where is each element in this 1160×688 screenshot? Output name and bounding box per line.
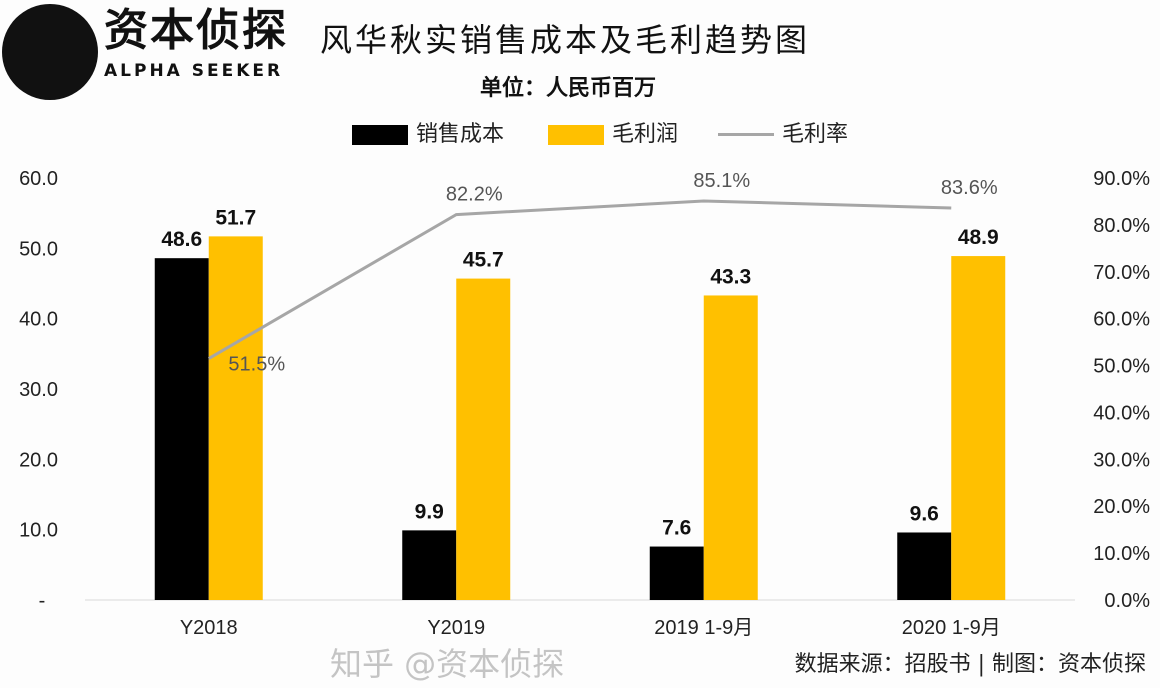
data-label: 45.7 <box>463 249 504 272</box>
data-label-margin: 83.6% <box>941 177 998 199</box>
x-axis-tick-label: Y2018 <box>180 617 238 639</box>
legend-swatch <box>718 133 774 137</box>
left-axis-tick-label: 60.0 <box>19 168 58 190</box>
watermark: 知乎 @资本侦探 <box>330 645 565 683</box>
data-label-margin: 82.2% <box>446 184 503 206</box>
legend-label: 毛利润 <box>612 122 679 147</box>
left-axis-tick-label: 10.0 <box>19 520 58 542</box>
source-note: 数据来源：招股书 | 制图：资本侦探 <box>794 652 1146 677</box>
right-axis-tick-label: 10.0% <box>1093 543 1150 565</box>
data-label: 7.6 <box>662 517 691 540</box>
right-axis-tick-label: 40.0% <box>1093 402 1150 424</box>
bar-gross-profit <box>951 256 1006 600</box>
right-axis-tick-label: 50.0% <box>1093 356 1150 378</box>
data-label-margin: 51.5% <box>228 354 285 376</box>
right-axis-tick-label: 0.0% <box>1104 590 1150 612</box>
bar-gross-profit <box>208 236 263 601</box>
left-axis-tick-label: 20.0 <box>19 449 58 471</box>
legend-label: 销售成本 <box>416 122 505 147</box>
left-axis-tick-label: - <box>39 590 46 612</box>
bar-cost <box>649 546 704 600</box>
right-axis-tick-label: 90.0% <box>1093 168 1150 190</box>
legend-item-cost: 销售成本 <box>352 122 504 147</box>
bar-cost <box>154 258 209 600</box>
bar-gross-profit <box>456 278 511 600</box>
right-axis-tick-label: 80.0% <box>1093 215 1150 237</box>
data-label-margin: 85.1% <box>693 170 750 192</box>
legend-swatch <box>548 124 604 145</box>
alpha-seeker-logo-icon <box>2 4 98 100</box>
data-label: 51.7 <box>215 206 256 229</box>
x-axis-tick-label: 2019 1-9月 <box>654 617 753 639</box>
bar-cost <box>897 532 952 600</box>
bar-gross-profit <box>703 295 758 600</box>
left-axis-tick-label: 40.0 <box>19 309 58 331</box>
legend-item-gross-margin: 毛利率 <box>718 122 848 147</box>
data-label: 43.3 <box>710 265 751 288</box>
left-axis-tick-label: 50.0 <box>19 238 58 260</box>
chart-title: 风华秋实销售成本及毛利趋势图 <box>320 21 811 59</box>
legend-item-gross-profit: 毛利润 <box>548 122 678 147</box>
left-axis-tick-label: 30.0 <box>19 379 58 401</box>
data-label: 48.6 <box>161 228 202 251</box>
legend-swatch <box>352 124 408 145</box>
data-label: 9.9 <box>415 500 444 523</box>
legend-label: 毛利率 <box>782 122 849 147</box>
right-axis-tick-label: 70.0% <box>1093 262 1150 284</box>
bar-cost <box>402 530 457 600</box>
chart-subtitle: 单位：人民币百万 <box>480 75 657 101</box>
brand-name: 资本侦探 <box>104 5 288 56</box>
x-axis-tick-label: Y2019 <box>427 617 485 639</box>
brand-name-en: ALPHA SEEKER <box>104 61 284 81</box>
x-axis-tick-label: 2020 1-9月 <box>902 617 1001 639</box>
line-gross-margin <box>207 199 952 360</box>
right-axis-tick-label: 30.0% <box>1093 449 1150 471</box>
data-label: 9.6 <box>910 502 939 525</box>
right-axis-tick-label: 20.0% <box>1093 496 1150 518</box>
data-label: 48.9 <box>958 226 999 249</box>
right-axis-tick-label: 60.0% <box>1093 309 1150 331</box>
